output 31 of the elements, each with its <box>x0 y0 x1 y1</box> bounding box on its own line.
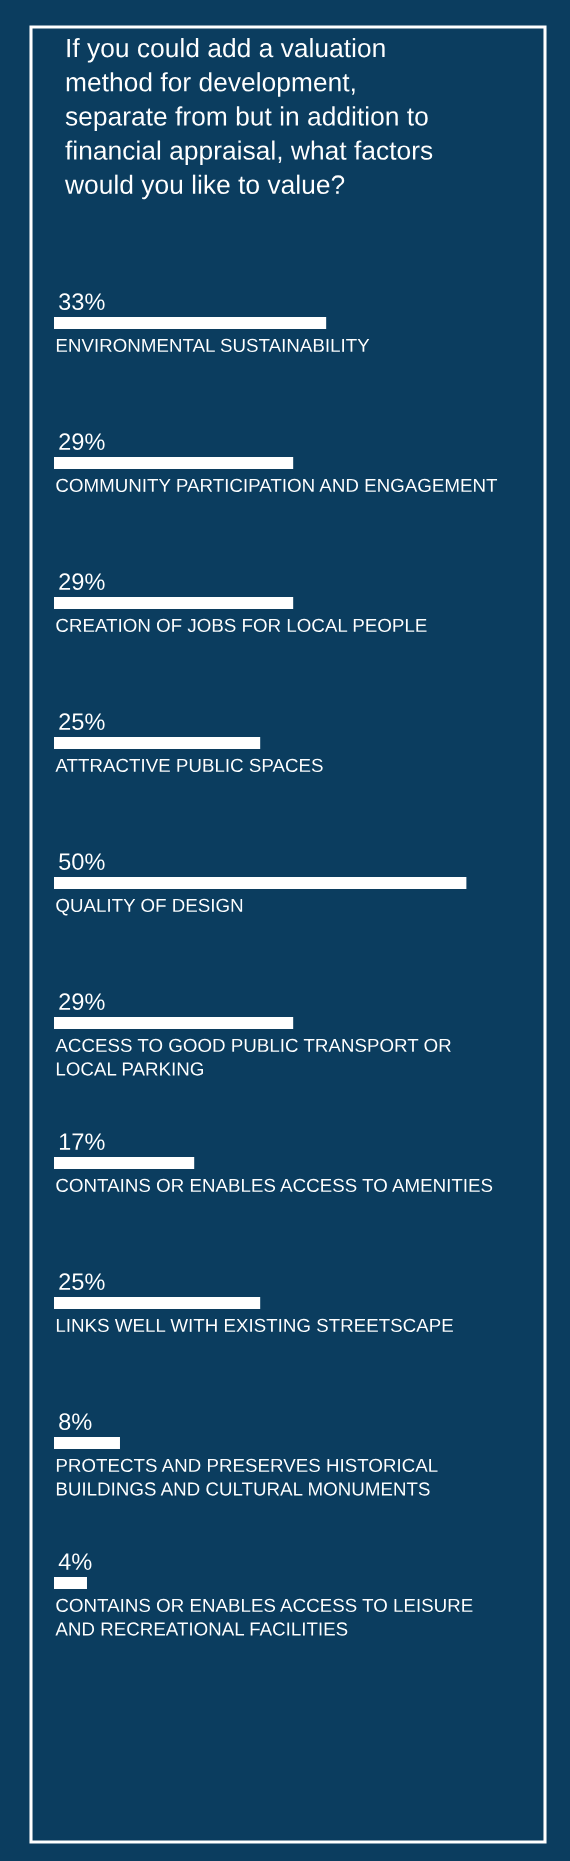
bar <box>54 877 467 889</box>
bar <box>54 597 294 609</box>
y-tick-label: COMMUNITY PARTICIPATION AND ENGAGEMENT <box>56 478 498 493</box>
y-tick-label: LINKS WELL WITH EXISTING STREETSCAPE <box>56 1318 453 1333</box>
y-tick-label: QUALITY OF DESIGN <box>56 898 243 916</box>
data-label: 8% <box>59 1413 92 1430</box>
y-tick-label: ENVIRONMENTAL SUSTAINABILITY <box>56 338 370 353</box>
bar <box>54 457 294 469</box>
bar <box>54 1017 294 1029</box>
data-label: 50% <box>59 853 105 870</box>
y-tick-label: ATTRACTIVE PUBLIC SPACES <box>55 758 323 773</box>
y-tick-label: CREATION OF JOBS FOR LOCAL PEOPLE <box>56 618 427 633</box>
bar <box>54 737 261 749</box>
bar <box>54 1577 87 1589</box>
bar <box>54 1297 261 1309</box>
data-label: 4% <box>58 1553 92 1570</box>
y-tick-label: PROTECTS AND PRESERVES HISTORICAL BUILDINGS AND CULTURAL MONUMENTS <box>56 1458 438 1496</box>
data-label: 17% <box>59 1133 105 1150</box>
data-label: 25% <box>59 713 105 730</box>
data-label: 29% <box>59 433 105 450</box>
bar <box>54 317 327 329</box>
y-tick-label: ACCESS TO GOOD PUBLIC TRANSPORT OR LOCAL PARKING <box>55 1038 451 1076</box>
y-tick-label: CONTAINS OR ENABLES ACCESS TO AMENITIES <box>56 1178 493 1193</box>
data-label: 33% <box>59 293 105 310</box>
data-label: 25% <box>59 1273 105 1290</box>
bar <box>54 1157 195 1169</box>
y-tick-label: CONTAINS OR ENABLES ACCESS TO LEISURE AND RECREATIONAL FACILITIES <box>55 1598 473 1636</box>
data-label: 29% <box>59 993 105 1010</box>
data-label: 29% <box>59 573 105 590</box>
chart-title: If you could add a valuation method for development, separate from but in addition to financial appraisal, what factors would you like to value? <box>64 38 433 200</box>
bar <box>54 1437 120 1449</box>
